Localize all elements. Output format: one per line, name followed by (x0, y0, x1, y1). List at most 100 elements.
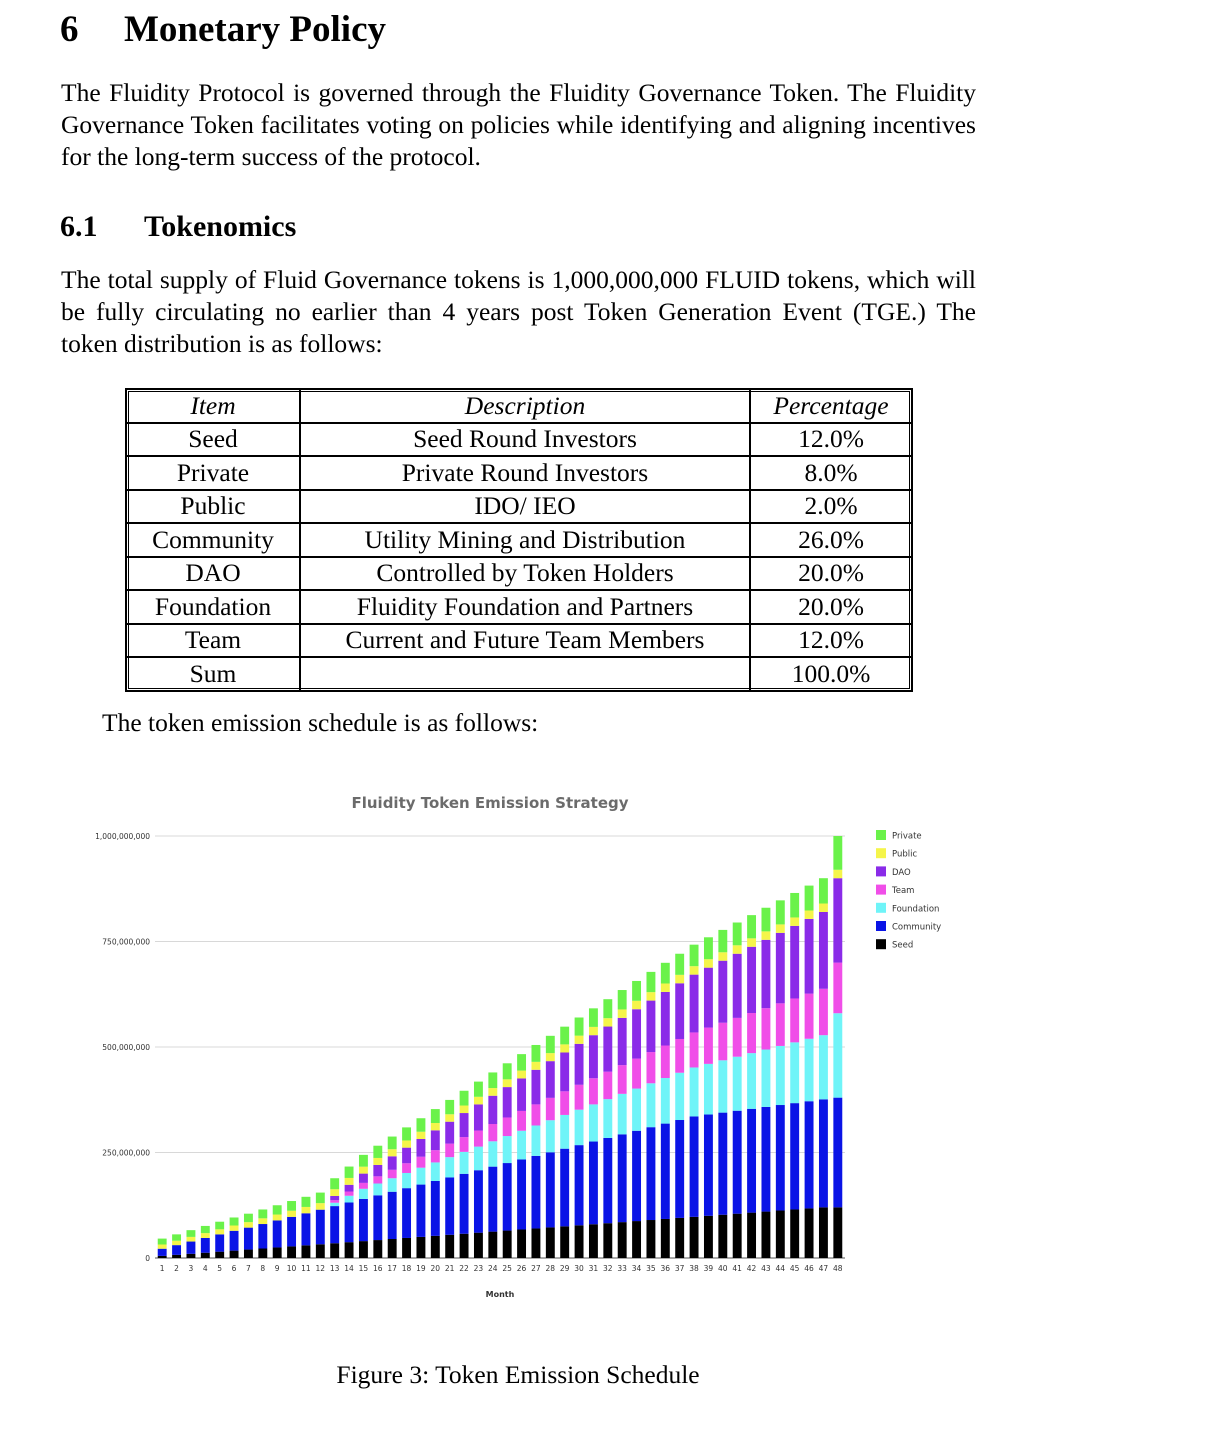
x-tick-label: 2 (174, 1264, 179, 1273)
bar-segment (660, 1218, 670, 1258)
bar-segment (531, 1104, 541, 1126)
bar-segment (632, 1058, 642, 1089)
bar-segment (502, 1163, 512, 1231)
cell-description: IDO/ IEO (300, 489, 750, 523)
x-tick-label: 36 (661, 1264, 671, 1273)
bar-segment (459, 1137, 469, 1152)
bar-segment (560, 1044, 570, 1053)
x-tick-label: 31 (589, 1264, 599, 1273)
x-tick-label: 29 (560, 1264, 570, 1273)
bar-segment (330, 1178, 340, 1190)
bar-segment (430, 1180, 440, 1236)
emission-intro: The token emission schedule is as follow… (102, 708, 539, 737)
bar-segment (344, 1202, 354, 1243)
bar-segment (445, 1143, 455, 1158)
x-tick-label: 41 (732, 1264, 742, 1273)
bar-segment (689, 944, 699, 967)
bar-segment (430, 1150, 440, 1163)
legend-label: Private (892, 832, 922, 842)
bar-segment (272, 1220, 282, 1248)
x-tick-label: 13 (330, 1264, 340, 1273)
bar-segment (660, 962, 670, 984)
cell-item: DAO (126, 556, 300, 590)
bar-segment (775, 1003, 785, 1046)
bar-segment (560, 1148, 570, 1227)
bar-segment (761, 1211, 771, 1258)
bar-segment (229, 1250, 239, 1258)
bar-segment (229, 1230, 239, 1251)
bar-segment (646, 1052, 656, 1084)
bar-segment (459, 1233, 469, 1258)
bar-segment (574, 1109, 584, 1146)
bar-segment (387, 1136, 397, 1150)
bar-segment (718, 1060, 728, 1113)
x-tick-label: 24 (488, 1264, 498, 1273)
bar-segment (358, 1173, 368, 1183)
bar-segment (459, 1173, 469, 1234)
bar-segment (330, 1189, 340, 1196)
bar-segment (287, 1216, 297, 1247)
bar-segment (344, 1166, 354, 1178)
bar-segment (747, 915, 757, 939)
bar-segment (675, 953, 685, 975)
bar-segment (502, 1230, 512, 1258)
section-title: Monetary Policy (124, 9, 386, 50)
cell-item: Public (126, 489, 300, 523)
bar-segment (603, 1137, 613, 1224)
bar-segment (804, 1208, 814, 1258)
bar-segment (459, 1105, 469, 1114)
bar-segment (229, 1225, 239, 1231)
bar-segment (660, 1123, 670, 1219)
bar-segment (545, 1120, 555, 1153)
bar-segment (703, 1027, 713, 1064)
x-tick-label: 12 (316, 1264, 326, 1273)
bar-segment (718, 1022, 728, 1061)
bar-segment (833, 1097, 843, 1208)
bar-segment (833, 836, 843, 870)
x-tick-label: 16 (373, 1264, 383, 1273)
bar-segment (617, 1134, 627, 1223)
supply-paragraph: The total supply of Fluid Governance tok… (61, 265, 976, 358)
bar-segment (675, 1217, 685, 1258)
x-tick-label: 43 (761, 1264, 771, 1273)
bar-segment (818, 1035, 828, 1100)
bar-segment (517, 1078, 527, 1111)
bar-segment (272, 1214, 282, 1221)
legend-swatch (876, 921, 886, 931)
bar-segment (243, 1222, 253, 1228)
bar-segment (473, 1096, 483, 1105)
bar-segment (775, 1210, 785, 1258)
bar-segment (732, 1017, 742, 1057)
bar-segment (790, 998, 800, 1043)
x-tick-label: 9 (275, 1264, 280, 1273)
bar-segment (617, 1093, 627, 1135)
x-tick-label: 11 (301, 1264, 311, 1273)
table-row: Sum 100.0% (126, 657, 912, 691)
bar-segment (790, 892, 800, 918)
bar-segment (373, 1195, 383, 1241)
cell-percentage: 26.0% (750, 523, 912, 557)
bar-segment (574, 1225, 584, 1258)
bar-segment (258, 1218, 268, 1225)
cell-item: Foundation (126, 590, 300, 624)
header-description: Description (300, 389, 750, 423)
bar-segment (617, 1017, 627, 1066)
bar-segment (660, 1078, 670, 1124)
bar-segment (718, 960, 728, 1023)
bar-segment (330, 1200, 340, 1203)
y-tick-label: 250,000,000 (102, 1149, 150, 1158)
bar-segment (358, 1166, 368, 1174)
bar-segment (430, 1162, 440, 1181)
bar-segment (473, 1130, 483, 1147)
bar-segment (445, 1114, 455, 1122)
bar-segment (301, 1206, 311, 1214)
bar-segment (315, 1192, 325, 1204)
bar-segment (545, 1097, 555, 1121)
table-row: Seed Seed Round Investors 12.0% (126, 422, 912, 456)
bar-segment (818, 903, 828, 912)
bar-segment (818, 878, 828, 904)
bar-segment (718, 1214, 728, 1258)
bar-segment (330, 1243, 340, 1258)
bar-segment (818, 1099, 828, 1208)
x-tick-label: 37 (675, 1264, 685, 1273)
